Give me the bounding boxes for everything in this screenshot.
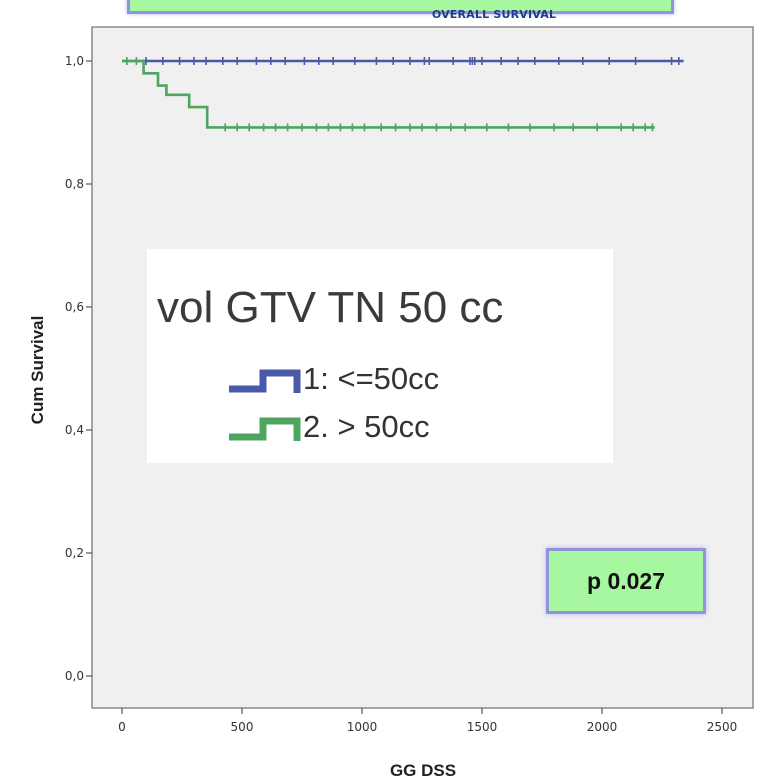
y-tick-label: 0,4	[65, 423, 84, 437]
y-tick-label: 0,6	[65, 300, 84, 314]
x-axis: 0 500 1000 1500 2000 2500	[118, 708, 737, 734]
x-tick-label: 1000	[347, 720, 378, 734]
series-line-2	[122, 59, 655, 129]
x-tick-label: 0	[118, 720, 126, 734]
legend-swatch-series-1	[229, 369, 301, 393]
x-tick-label: 500	[231, 720, 254, 734]
legend-label-series-2: 2. > 50cc	[303, 409, 430, 444]
x-axis-title: GG DSS	[390, 761, 456, 780]
x-tick-label: 2000	[587, 720, 618, 734]
y-tick-label: 0,0	[65, 669, 84, 683]
chart-title: OVERALL SURVIVAL	[431, 8, 557, 21]
title-highlight-box	[127, 0, 674, 14]
survival-curves	[122, 57, 684, 132]
legend-title: vol GTV TN 50 cc	[157, 283, 504, 332]
y-tick-label: 0,2	[65, 546, 84, 560]
legend-swatch-series-2	[229, 417, 301, 441]
y-axis: 0,0 0,2 0,4 0,6 0,8 1,0	[65, 54, 92, 683]
y-axis-title: Cum Survival	[28, 316, 47, 425]
p-value-badge: p 0.027	[546, 548, 706, 614]
legend-label-series-1: 1: <=50cc	[303, 361, 440, 396]
y-tick-label: 0,8	[65, 177, 84, 191]
legend: vol GTV TN 50 cc 1: <=50cc 2. > 50cc	[147, 249, 613, 463]
x-tick-label: 2500	[707, 720, 738, 734]
y-tick-label: 1,0	[65, 54, 84, 68]
x-tick-label: 1500	[467, 720, 498, 734]
